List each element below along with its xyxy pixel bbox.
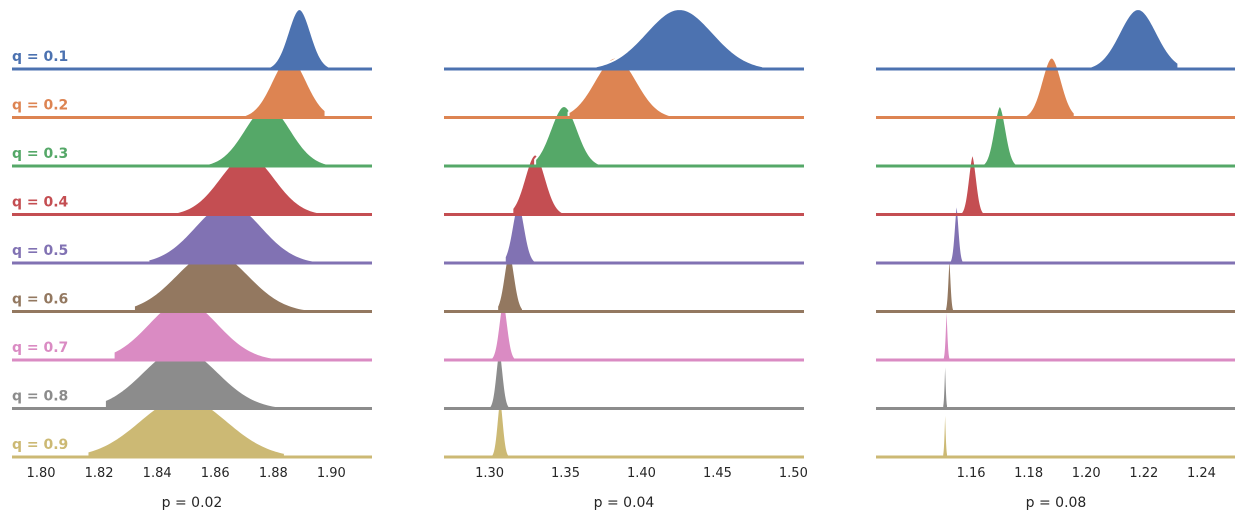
x-axis-label: p = 0.08 [1026, 495, 1087, 511]
row-label: q = 0.1 [12, 49, 68, 65]
density-2-1 [594, 8, 764, 70]
tick-label: 1.82 [85, 466, 114, 481]
row-label: q = 0.7 [12, 340, 68, 356]
tick-label: 1.30 [475, 466, 504, 481]
row-label: q = 0.2 [12, 98, 68, 114]
tick-label: 1.18 [1014, 466, 1043, 481]
density-2-3 [534, 105, 600, 167]
density-3-4 [958, 153, 990, 216]
tick-label: 1.80 [27, 466, 56, 481]
row-label: q = 0.9 [12, 437, 68, 453]
x-axis-ticks: 1.80 1.82 1.84 1.86 1.88 1.90 1.30 1.35 1.40 1.45… [27, 466, 1216, 481]
row-label: q = 0.3 [12, 146, 68, 162]
x-axis-label: p = 0.04 [594, 495, 655, 511]
x-axis-label: p = 0.02 [162, 495, 223, 511]
tick-label: 1.84 [143, 466, 172, 481]
tick-label: 1.24 [1187, 466, 1216, 481]
tick-label: 1.20 [1072, 466, 1101, 481]
density-3-2 [1019, 56, 1076, 119]
row-label: q = 0.6 [12, 292, 68, 308]
tick-label: 1.90 [317, 466, 346, 481]
density-1-1 [266, 8, 339, 70]
tick-label: 1.35 [551, 466, 580, 481]
density-3-3 [978, 105, 1021, 167]
tick-label: 1.88 [259, 466, 288, 481]
row-labels: q = 0.1 q = 0.2 q = 0.3 q = 0.4 q = 0.5 q = 0… [12, 49, 69, 453]
tick-label: 1.22 [1129, 466, 1158, 481]
x-axis-labels: p = 0.02 p = 0.04 p = 0.08 [162, 495, 1087, 511]
row-label: q = 0.5 [12, 243, 68, 259]
tick-label: 1.40 [627, 466, 656, 481]
tick-label: 1.16 [957, 466, 986, 481]
tick-label: 1.45 [703, 466, 732, 481]
row-label: q = 0.8 [12, 389, 68, 405]
density-fills [86, 8, 1180, 458]
density-3-5 [947, 202, 967, 264]
baselines [12, 67, 1235, 459]
tick-label: 1.50 [779, 466, 808, 481]
row-label: q = 0.4 [12, 195, 69, 211]
density-3-1 [1085, 8, 1180, 70]
tick-label: 1.86 [201, 466, 230, 481]
